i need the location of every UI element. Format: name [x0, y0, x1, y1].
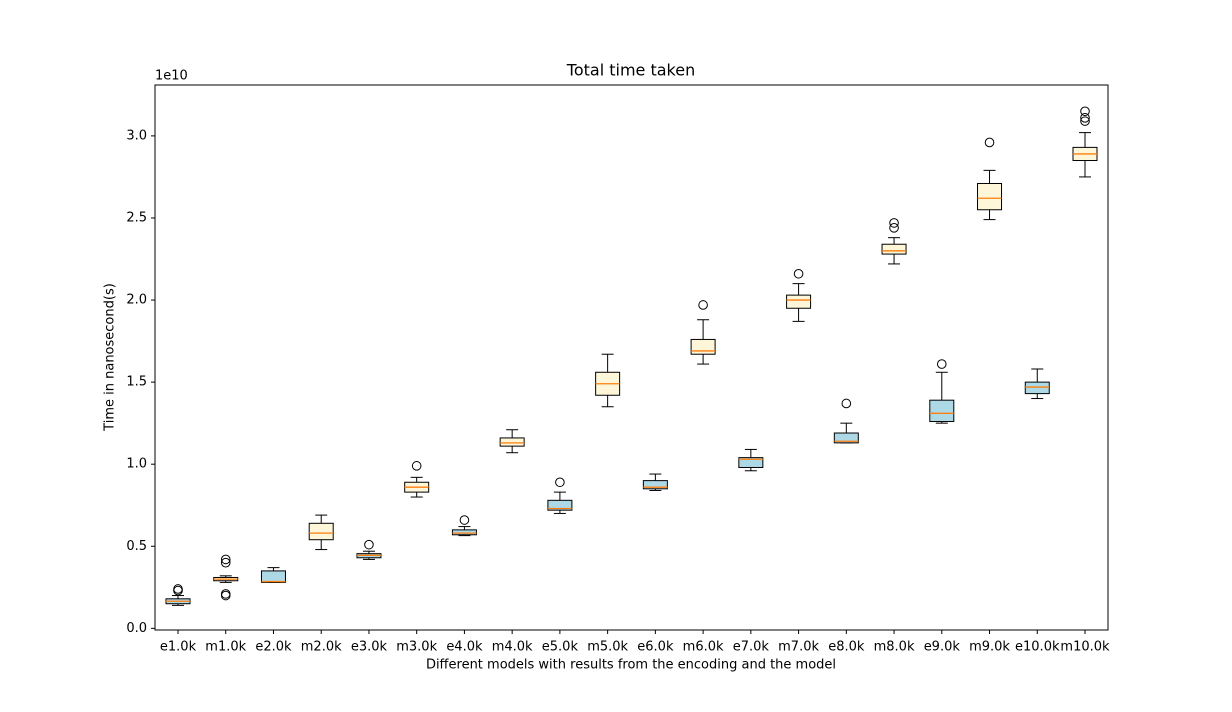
chart-title: Total time taken	[566, 61, 695, 80]
offset-label: 1e10	[155, 69, 188, 84]
outlier	[555, 477, 565, 488]
outlier	[459, 515, 470, 525]
box	[977, 182, 1003, 211]
x-tick-label: m8.0k	[874, 640, 915, 655]
outlier	[698, 300, 708, 310]
outlier	[1080, 116, 1090, 126]
outlier	[173, 584, 183, 594]
x-tick-label: m9.0k	[969, 640, 1010, 655]
y-tick-label: 1.0	[126, 457, 147, 472]
box	[786, 294, 812, 309]
outlier	[841, 398, 852, 409]
outlier	[220, 554, 231, 565]
x-tick-label: m3.0k	[396, 640, 437, 655]
box	[308, 522, 334, 541]
box	[499, 437, 525, 447]
y-tick-label: 0.5	[126, 539, 147, 554]
y-tick-label: 2.0	[126, 293, 147, 308]
x-tick-label: e2.0k	[255, 640, 292, 655]
x-tick-label: e9.0k	[924, 640, 961, 655]
x-tick-label: m7.0k	[778, 640, 819, 655]
x-tick-label: m6.0k	[683, 640, 724, 655]
box	[260, 570, 286, 583]
outlier	[1080, 113, 1090, 123]
outlier	[1080, 106, 1090, 117]
x-tick-label: e1.0k	[160, 640, 197, 655]
box	[881, 243, 907, 255]
plot-frame	[154, 84, 1109, 631]
outlier	[411, 461, 422, 471]
outlier	[220, 557, 231, 568]
x-tick-label: m4.0k	[492, 640, 533, 655]
outlier	[364, 539, 374, 550]
x-tick-label: m1.0k	[205, 640, 246, 655]
y-tick-label: 2.5	[126, 210, 147, 225]
outlier	[889, 223, 899, 233]
y-axis-label: Time in nanosecond(s)	[103, 283, 118, 432]
x-tick-label: e7.0k	[733, 640, 770, 655]
outlier	[220, 590, 231, 601]
x-tick-label: e5.0k	[542, 640, 579, 655]
x-tick-label: e3.0k	[351, 640, 388, 655]
x-tick-label: m10.0k	[1060, 640, 1110, 655]
y-tick-label: 1.5	[126, 375, 147, 390]
box	[833, 432, 859, 444]
x-tick-label: m5.0k	[587, 640, 628, 655]
box	[1024, 381, 1050, 395]
box	[547, 499, 573, 511]
outlier	[936, 359, 947, 369]
outlier	[984, 137, 995, 148]
outlier	[889, 218, 899, 228]
x-axis-label: Different models with results from the e…	[426, 658, 836, 673]
box	[929, 399, 955, 423]
box	[451, 529, 477, 536]
x-tick-label: e4.0k	[446, 640, 483, 655]
x-tick-label: e10.0k	[1015, 640, 1060, 655]
box	[642, 480, 668, 490]
box	[738, 457, 764, 468]
box	[690, 338, 716, 355]
x-tick-label: m2.0k	[301, 640, 342, 655]
outlier	[793, 268, 804, 279]
y-tick-label: 3.0	[126, 128, 147, 143]
y-tick-label: 0.0	[126, 621, 147, 636]
x-tick-label: e6.0k	[637, 640, 674, 655]
x-tick-label: e8.0k	[828, 640, 865, 655]
